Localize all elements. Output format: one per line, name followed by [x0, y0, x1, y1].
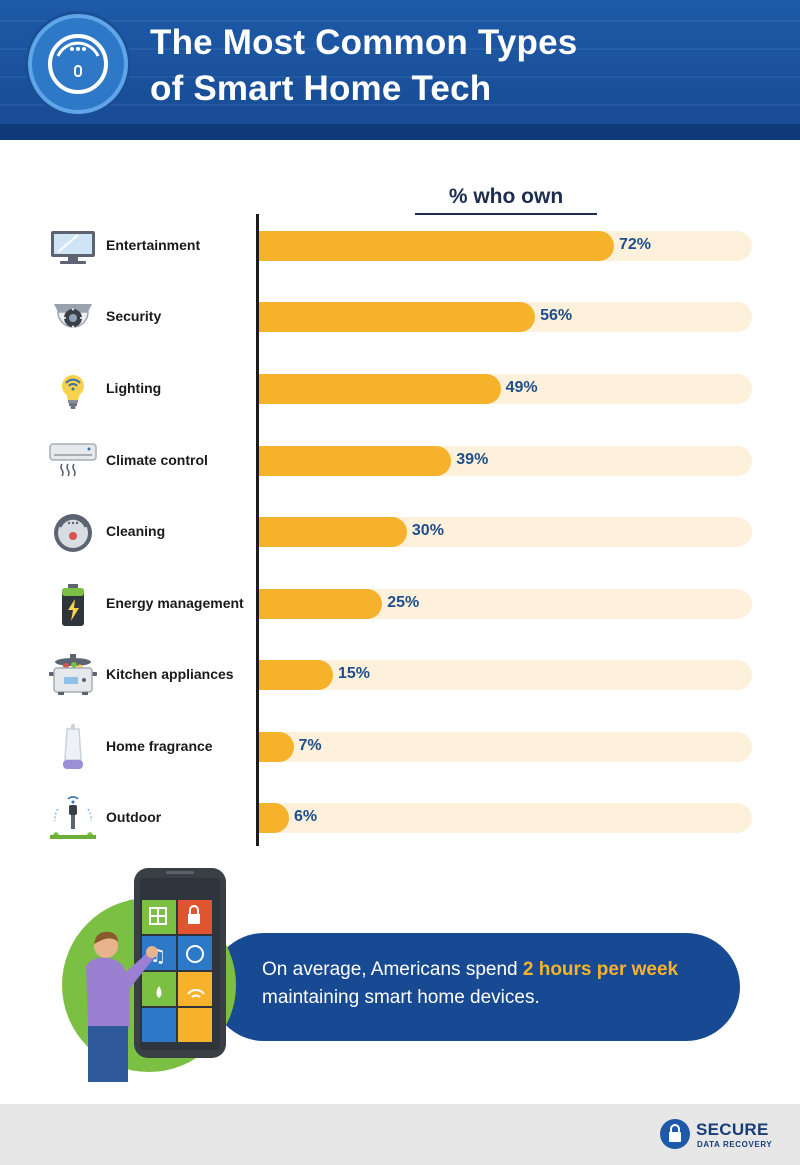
category-label: Outdoor	[106, 809, 162, 825]
air-conditioner-icon	[48, 438, 98, 486]
title-line-1: The Most Common Types	[150, 23, 578, 62]
stat-callout	[210, 933, 740, 1041]
value-label: 56%	[540, 307, 573, 324]
bar-row: Security 56%	[0, 298, 800, 338]
bar	[259, 732, 294, 762]
bar-row: Kitchen appliances 15%	[0, 654, 800, 696]
bar	[259, 660, 333, 690]
person-with-phone-illustration: ♫	[84, 866, 234, 1082]
title-line-2: of Smart Home Tech	[150, 69, 492, 108]
bar	[259, 446, 452, 476]
category-label: Energy management	[106, 595, 244, 611]
bar-row: Climate control 39%	[0, 442, 800, 482]
bar-row: Lighting 49%	[0, 370, 800, 410]
callout-text-before: On average, Americans spend	[262, 959, 523, 980]
page-title: The Most Common Types of Smart Home Tech	[150, 20, 577, 112]
bar-track	[259, 732, 752, 762]
bar	[259, 302, 536, 332]
brand-name: SECURE	[696, 1120, 769, 1139]
chart-axis-line	[256, 214, 259, 846]
bar	[259, 803, 289, 833]
diffuser-icon	[48, 724, 98, 772]
battery-icon	[48, 581, 98, 629]
bar-row: Energy management 25%	[0, 584, 800, 626]
chart-title: % who own	[415, 185, 597, 215]
smart-bulb-icon	[48, 366, 98, 414]
bar	[259, 231, 614, 261]
value-label: 25%	[387, 594, 420, 611]
callout-text-after: maintaining smart home devices.	[262, 987, 540, 1008]
category-label: Cleaning	[106, 523, 166, 539]
bar-row: Entertainment 72%	[0, 227, 800, 267]
bar-track	[259, 660, 752, 690]
bar-track	[259, 803, 752, 833]
bar-row: Outdoor 6%	[0, 796, 800, 839]
value-label: 72%	[619, 236, 652, 253]
value-label: 49%	[505, 379, 538, 396]
category-label: Climate control	[106, 452, 208, 468]
value-label: 30%	[411, 522, 444, 539]
bar	[259, 374, 501, 404]
bar-row: Cleaning 30%	[0, 513, 800, 553]
robot-vacuum-icon	[48, 509, 98, 557]
callout-highlight: 2 hours per week	[522, 959, 679, 980]
slow-cooker-icon	[48, 652, 98, 700]
robot-vacuum-badge-icon	[28, 14, 128, 114]
security-camera-icon	[48, 294, 98, 342]
value-label: 15%	[337, 665, 370, 682]
sprinkler-icon	[48, 795, 98, 843]
bar-row: Home fragrance 7%	[0, 724, 800, 769]
header-banner: The Most Common Types of Smart Home Tech	[0, 0, 800, 140]
callout-text: On average, Americans spend 2 hours per …	[262, 956, 722, 1012]
category-label: Security	[106, 308, 162, 324]
bar	[259, 517, 407, 547]
value-label: 6%	[294, 808, 318, 825]
category-label: Lighting	[106, 380, 162, 396]
brand-lock-icon	[660, 1119, 690, 1149]
category-label: Entertainment	[106, 237, 201, 253]
bar	[259, 589, 383, 619]
brand-tagline: DATA RECOVERY	[697, 1140, 773, 1149]
tv-icon	[48, 223, 98, 271]
category-label: Kitchen appliances	[106, 666, 234, 682]
category-label: Home fragrance	[106, 738, 213, 754]
value-label: 7%	[298, 737, 322, 754]
value-label: 39%	[456, 451, 489, 468]
